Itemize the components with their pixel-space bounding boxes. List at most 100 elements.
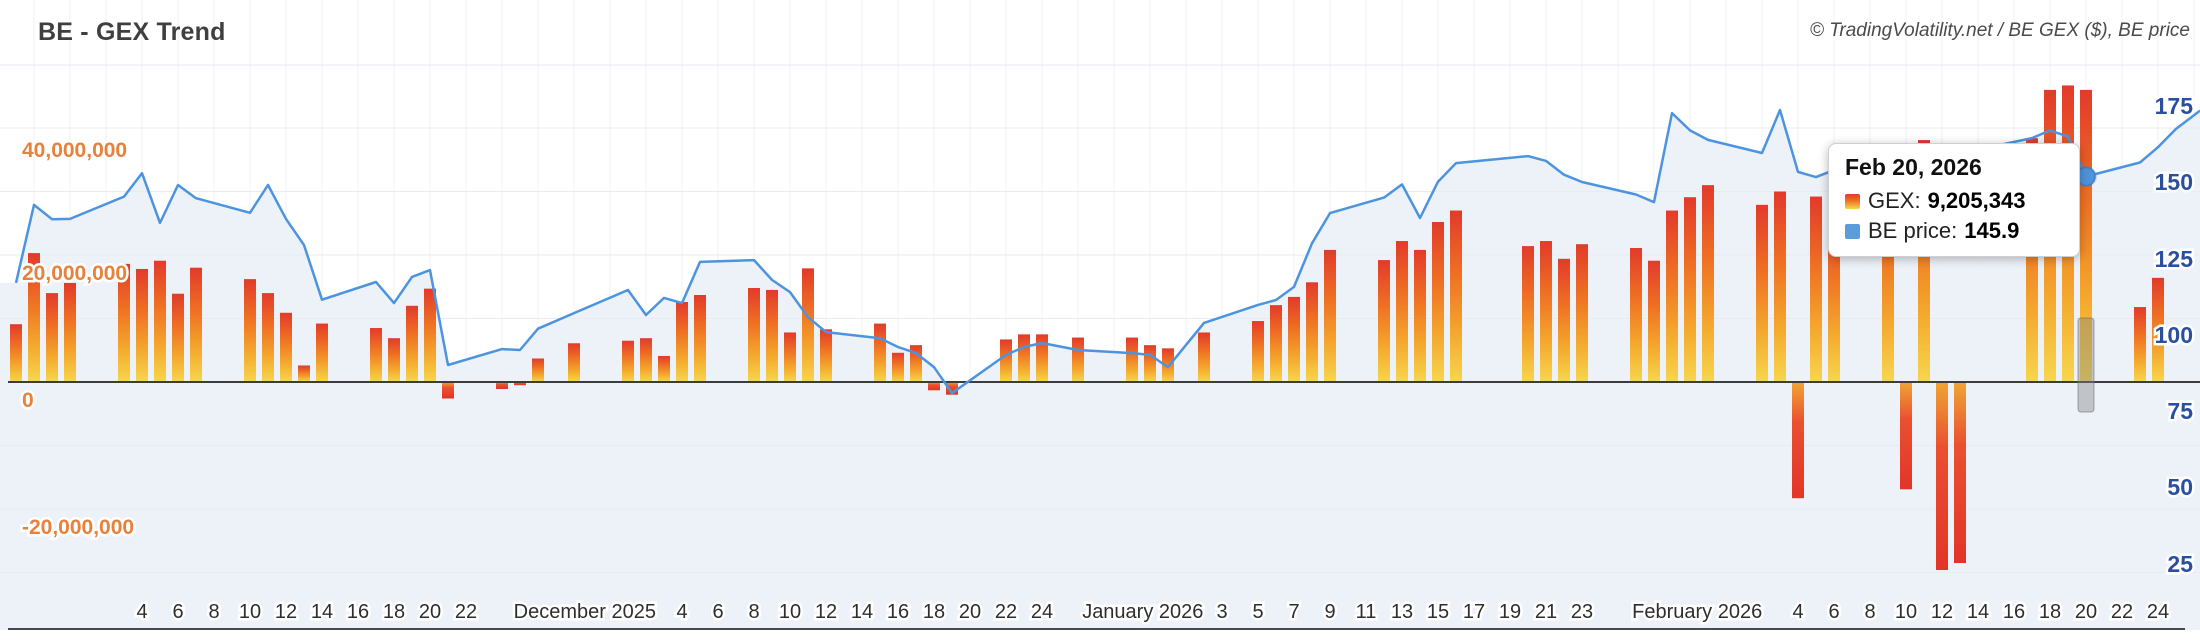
gex-bar[interactable] [118,263,130,382]
gex-bar-negative[interactable] [1900,382,1912,490]
gex-bar[interactable] [406,305,418,382]
gex-bar[interactable] [748,288,760,383]
x-axis-tick-label: 22 [2111,601,2133,623]
x-axis-tick-label: February 2026 [1632,601,1762,623]
gex-bar[interactable] [1378,260,1390,382]
gex-bar[interactable] [1810,196,1822,382]
gex-bar-negative[interactable] [496,382,508,389]
gex-bar[interactable] [622,340,634,383]
gex-bar[interactable] [1072,337,1084,382]
gex-bar[interactable] [1414,249,1426,383]
gex-bar[interactable] [676,301,688,382]
gex-bar[interactable] [1288,296,1300,383]
x-axis-tick-label: 24 [1031,601,1053,623]
right-axis-label: 50 [2167,474,2193,500]
gex-bar[interactable] [568,343,580,382]
left-axis-label: 40,000,000 [22,139,127,162]
gex-bar-negative[interactable] [1954,382,1966,563]
tooltip-price-value: 145.9 [1964,218,2020,243]
gex-bar[interactable] [784,332,796,382]
x-axis-tick-label: 7 [1288,601,1299,623]
x-axis-tick-label: January 2026 [1082,601,1203,623]
gex-bar-negative[interactable] [442,382,454,399]
copyright-text: © TradingVolatility.net / BE GEX ($), BE… [1809,20,2190,41]
right-axis-label: 175 [2155,93,2194,119]
gex-bar[interactable] [1756,204,1768,383]
gex-bar[interactable] [154,260,166,383]
tooltip-gex-row: GEX: 9,205,343 [1845,188,2063,214]
gex-bar[interactable] [1558,258,1570,383]
gex-bar[interactable] [1036,334,1048,382]
x-axis-tick-label: 14 [311,601,333,623]
gex-bar[interactable] [46,293,58,382]
x-axis-tick-label: 6 [1828,601,1839,623]
right-axis-label: 150 [2155,169,2193,195]
gex-bar[interactable] [10,324,22,383]
gex-bar-negative[interactable] [514,382,526,386]
x-axis-tick-label: 12 [815,601,837,623]
x-axis-tick-label: 9 [1324,601,1335,623]
page-title: BE - GEX Trend [38,18,226,46]
gex-bar[interactable] [1576,244,1588,383]
gex-bar[interactable] [1144,345,1156,382]
gex-bar[interactable] [298,365,310,382]
gex-bar[interactable] [1252,321,1264,383]
gex-bar[interactable] [1630,248,1642,383]
gex-bar[interactable] [172,293,184,383]
gex-bar[interactable] [766,289,778,383]
x-axis-tick-label: 13 [1391,601,1413,623]
gex-bar[interactable] [874,323,886,382]
gex-bar[interactable] [532,358,544,383]
gex-bar[interactable] [1648,260,1660,383]
gex-bar[interactable] [2134,307,2146,382]
gex-bar[interactable] [1774,191,1786,383]
gex-bar[interactable] [1000,339,1012,382]
gex-bar[interactable] [262,293,274,382]
gex-bar[interactable] [1540,241,1552,383]
gex-bar[interactable] [892,352,904,382]
gex-bar[interactable] [1432,221,1444,382]
gex-bar[interactable] [1702,185,1714,382]
gex-bar[interactable] [2152,277,2164,382]
gex-bar[interactable] [424,288,436,382]
gex-bar[interactable] [1126,337,1138,382]
gex-bar[interactable] [280,312,292,382]
gex-bar-negative[interactable] [1792,382,1804,499]
gex-bar[interactable] [316,323,328,382]
gex-bar[interactable] [1270,305,1282,382]
gex-bar[interactable] [28,253,40,382]
hover-highlight-band [2077,317,2095,413]
gex-bar[interactable] [658,355,670,382]
gex-bar[interactable] [1018,334,1030,382]
gex-bar[interactable] [370,328,382,383]
gex-bar[interactable] [64,282,76,383]
gex-bar[interactable] [244,279,256,383]
x-axis-tick-label: 4 [136,601,147,623]
gex-bar-negative[interactable] [1936,382,1948,570]
gex-bar[interactable] [1666,210,1678,382]
x-axis-tick-label: 10 [239,601,261,623]
gex-bar[interactable] [820,329,832,382]
x-axis-tick-label: 20 [419,601,441,623]
x-axis-tick-label: 24 [2147,601,2169,623]
gex-bar[interactable] [2080,89,2092,383]
tooltip-price-label: BE price: [1868,218,1958,243]
gex-bar[interactable] [1522,246,1534,383]
gex-bar-negative[interactable] [928,382,940,391]
gex-bar[interactable] [1396,241,1408,383]
gex-bar[interactable] [802,268,814,383]
gex-bar[interactable] [1450,210,1462,382]
x-axis-tick-label: 17 [1463,601,1485,623]
gex-bar[interactable] [388,338,400,382]
gex-bar[interactable] [1324,249,1336,383]
gex-bar[interactable] [1198,332,1210,382]
gex-bar[interactable] [1684,197,1696,383]
gex-bar[interactable] [190,267,202,382]
x-axis-tick-label: 8 [1864,601,1875,623]
gex-bar[interactable] [1306,282,1318,383]
gex-bar[interactable] [136,268,148,382]
gex-bar[interactable] [694,295,706,383]
gex-bar[interactable] [640,338,652,382]
